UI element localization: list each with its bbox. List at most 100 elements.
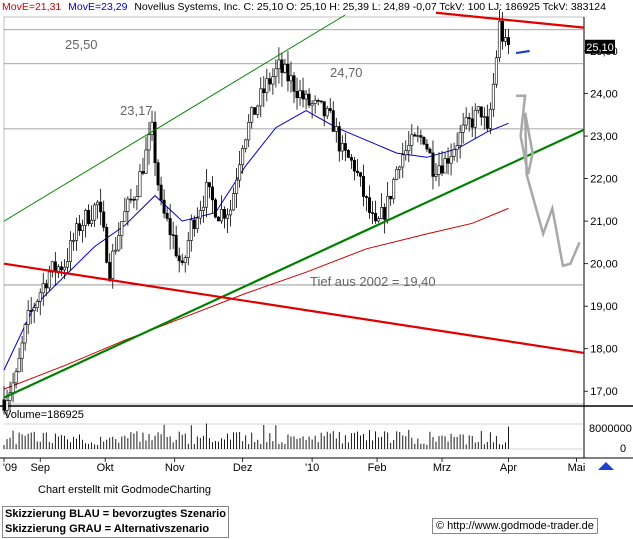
candle-body (216, 216, 220, 222)
candle-body (71, 240, 75, 242)
candle-body (425, 143, 429, 150)
candle-body (44, 283, 48, 289)
x-tick-label: Feb (368, 462, 387, 474)
candle-body (141, 171, 145, 174)
candle-body (331, 110, 335, 132)
chart-credit: Chart erstellt mit GodmodeCharting (38, 484, 212, 496)
scenarios (515, 49, 581, 268)
quote-label: Novellus Systems, Inc. C: 25,10 O: 25,10… (134, 1, 606, 13)
candle-body (78, 223, 82, 231)
candle-body (238, 164, 242, 181)
candle-body (2, 399, 6, 411)
candle-body (422, 136, 426, 145)
candle-body (250, 107, 254, 123)
candle-body (253, 107, 257, 115)
candle-body (180, 260, 184, 263)
source-link[interactable]: © http://www.godmode-trader.de (432, 518, 598, 534)
scenario-gray-path (516, 94, 581, 268)
candle-body (467, 117, 471, 120)
x-tick-label: Dez (233, 462, 253, 474)
candle-body (313, 100, 317, 104)
candle-body (349, 157, 353, 161)
candle-body (198, 210, 202, 219)
candle-body (337, 126, 341, 152)
candle-body (377, 218, 381, 222)
candle-body (389, 195, 393, 200)
candle-body (479, 106, 483, 118)
candle-body (35, 300, 39, 308)
source-url[interactable]: http://www.godmode-trader.de (447, 520, 594, 532)
candle-body (168, 218, 172, 236)
candle-body (461, 124, 465, 133)
candle-body (144, 149, 148, 174)
candle-body (156, 162, 160, 186)
candle-body (62, 266, 66, 271)
candle-body (374, 213, 378, 222)
candle-body (8, 392, 12, 401)
candle-body (17, 357, 21, 373)
candle-body (192, 219, 196, 229)
x-tick-label: Mai (568, 462, 586, 474)
volume-panel: Volume=186925 8000000 0 (3, 409, 632, 455)
candle-body (105, 227, 109, 263)
note-gray: Skizzierung GRAU = Alternativszenario (5, 523, 210, 535)
candle-body (114, 249, 118, 252)
candle-body (491, 83, 495, 110)
candle-body (87, 209, 91, 225)
candle-body (476, 106, 480, 111)
candle-body (123, 211, 127, 222)
candle-body (274, 68, 278, 77)
candle-body (416, 135, 420, 137)
candle-body (23, 324, 27, 344)
candle-body (307, 93, 311, 106)
y-tick-label: 24,00 (590, 89, 618, 101)
candle-body (159, 184, 163, 201)
candle-body (506, 37, 510, 45)
candle-body (485, 116, 489, 129)
candle-body (102, 211, 106, 228)
candle-body (32, 307, 36, 311)
chart-tool-icon (598, 462, 614, 470)
trendlines (3, 11, 585, 399)
candle-body (271, 76, 275, 85)
candle-body (241, 148, 245, 166)
green-upper-channel (3, 14, 346, 222)
candle-body (223, 209, 227, 219)
candle-body (455, 145, 459, 150)
candle-body (183, 257, 187, 263)
candle-body (174, 235, 178, 257)
candle-body (189, 219, 193, 241)
candle-body (319, 100, 323, 103)
x-axis: '09 Sep Okt Nov Dez '10 Feb Mrz Apr Mai (3, 458, 614, 474)
candle-body (84, 209, 88, 226)
x-tick-label: '10 (305, 462, 319, 474)
x-tick-label: Okt (97, 462, 114, 474)
candle-body (171, 234, 175, 237)
candle-body (201, 206, 205, 211)
candles (2, 9, 510, 419)
candle-body (428, 148, 432, 154)
candle-body (247, 122, 251, 141)
candle-body (473, 109, 477, 128)
candle-body (150, 121, 154, 136)
last-price-badge (585, 39, 615, 54)
volume-tick-label: 8000000 (589, 423, 632, 435)
last-price-label: 25,10 (586, 42, 614, 54)
scenario-blue-path (515, 49, 530, 55)
y-tick-label: 20,00 (590, 259, 618, 271)
candle-body (226, 214, 230, 219)
candle-body (316, 100, 320, 102)
candle-body (186, 240, 190, 259)
red-top-line (435, 11, 585, 29)
candle-body (204, 182, 208, 208)
candle-body (343, 143, 347, 151)
horizontal-levels: 25,50 24,70 23,17 Tief aus 2002 = 19,40 (4, 29, 584, 289)
copyright-symbol: © (436, 520, 445, 532)
moving-average-long (3, 207, 509, 390)
candle-body (90, 219, 94, 225)
candle-body (371, 212, 375, 214)
level-label: 23,17 (120, 103, 153, 118)
candle-body (262, 88, 266, 94)
chart-header: MovE=21,31 MovE=23,29 Novellus Systems, … (2, 1, 610, 13)
